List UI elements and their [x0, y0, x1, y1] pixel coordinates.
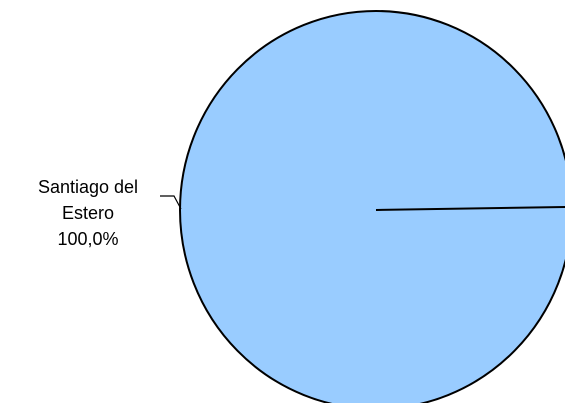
slice-percent-label: 100,0%: [57, 229, 119, 249]
label-leader-line: [160, 195, 182, 210]
slice-boundary-line: [375, 206, 565, 211]
slice-name-line-2: Estero: [61, 203, 115, 223]
slice-name-line-1: Santiago del: [37, 177, 139, 197]
slice-label: Santiago del Estero 100,0%: [8, 174, 168, 252]
pie-slice: [179, 10, 565, 403]
